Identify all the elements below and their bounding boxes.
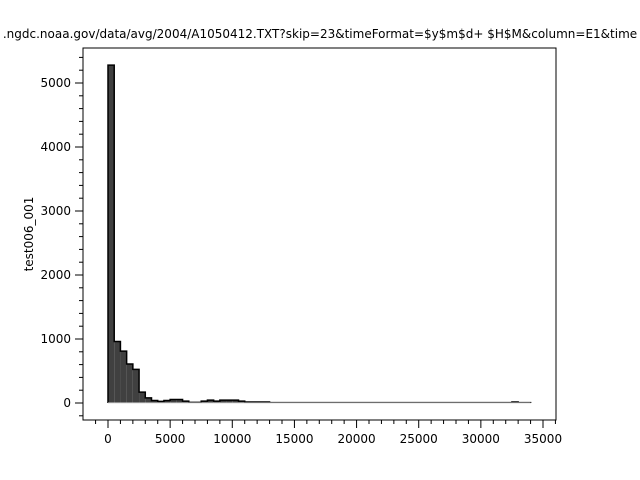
x-tick-label: 0 xyxy=(104,432,112,446)
histogram-bar xyxy=(157,401,164,403)
histogram-outline xyxy=(107,64,532,404)
histogram-bar xyxy=(145,397,152,403)
histogram-bar xyxy=(139,392,146,403)
y-tick-label: 2000 xyxy=(40,268,71,282)
histogram-bar xyxy=(176,399,183,403)
y-axis-label: test006_001 xyxy=(22,197,36,272)
histogram-bar xyxy=(219,400,227,403)
histogram-bar xyxy=(108,65,115,403)
histogram-bar xyxy=(114,341,121,403)
y-tick-label: 5000 xyxy=(40,76,71,90)
histogram-bar xyxy=(207,400,214,403)
histogram-bar xyxy=(126,363,133,403)
histogram-bar xyxy=(213,401,220,403)
y-tick-label: 1000 xyxy=(40,332,71,346)
histogram-bar xyxy=(182,401,189,403)
x-tick-label: 15000 xyxy=(275,432,313,446)
x-tick-label: 30000 xyxy=(462,432,500,446)
y-tick-label: 3000 xyxy=(40,204,71,218)
x-tick-label: 10000 xyxy=(213,432,251,446)
x-tick-label: 35000 xyxy=(524,432,562,446)
plot-frame xyxy=(82,47,557,421)
x-tick-label: 20000 xyxy=(337,432,375,446)
chart-title: .ngdc.noaa.gov/data/avg/2004/A1050412.TX… xyxy=(3,27,637,41)
y-tick-label: 0 xyxy=(63,396,71,410)
histogram-bar xyxy=(132,369,140,403)
histogram-bar xyxy=(226,400,233,403)
x-tick-label: 25000 xyxy=(400,432,438,446)
histogram-bar xyxy=(163,400,171,403)
x-tick-label: 5000 xyxy=(155,432,186,446)
histogram-bar xyxy=(238,401,245,403)
histogram-bar xyxy=(170,399,177,403)
histogram-bar xyxy=(120,351,127,403)
histogram-bar xyxy=(232,400,239,403)
histogram-bar xyxy=(201,401,208,403)
histogram-bar xyxy=(151,400,158,403)
y-tick-label: 4000 xyxy=(40,140,71,154)
